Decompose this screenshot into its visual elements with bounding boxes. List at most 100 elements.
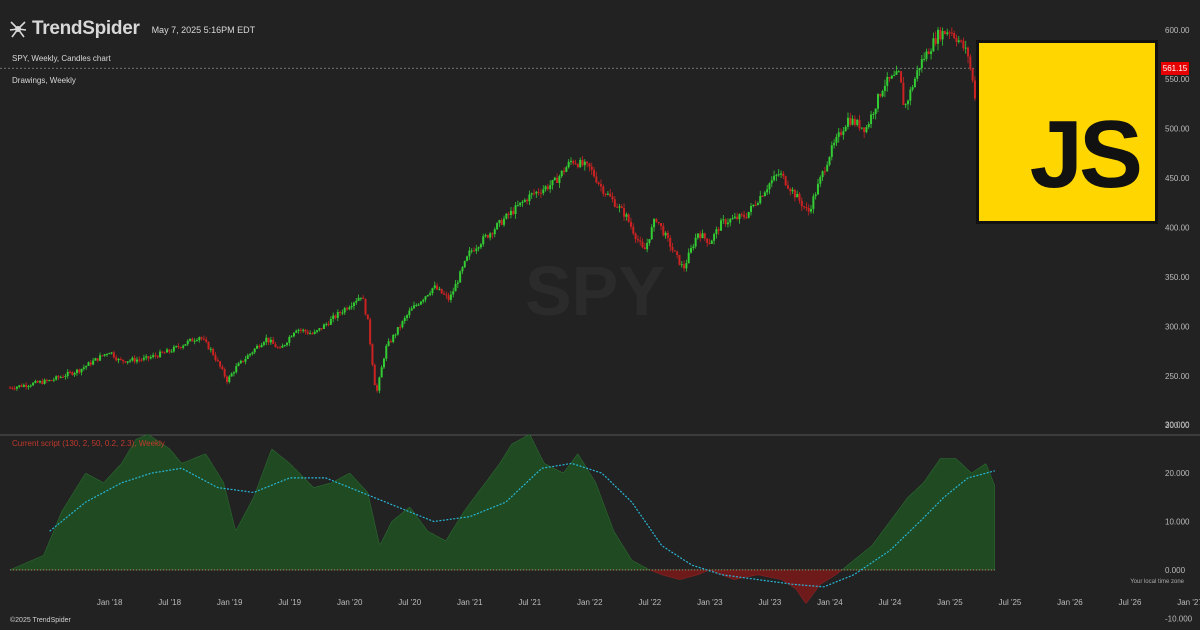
candle	[911, 87, 914, 90]
candle	[692, 246, 695, 249]
candle	[740, 214, 743, 216]
candle	[279, 347, 282, 349]
candle	[800, 200, 803, 207]
candle	[334, 315, 337, 318]
candle	[265, 337, 268, 343]
candle	[934, 38, 937, 44]
candle	[576, 164, 579, 168]
candle	[537, 191, 540, 193]
time-tick-label: Jan '26	[1057, 598, 1083, 607]
time-tick-label: Jul '21	[518, 598, 541, 607]
candle	[101, 355, 104, 357]
chart-datetime: May 7, 2025 5:16PM EDT	[151, 25, 256, 35]
candle	[316, 330, 319, 332]
oscillator-tick-label: 10.000	[1165, 518, 1190, 527]
drawings-label[interactable]: Drawings, Weekly	[12, 76, 76, 85]
candle	[699, 233, 702, 239]
candle	[863, 127, 866, 133]
price-tick-label: 300.00	[1165, 322, 1190, 331]
candle	[616, 206, 619, 208]
candle	[283, 344, 286, 346]
candle	[50, 380, 53, 382]
candle	[798, 193, 801, 201]
candle	[376, 385, 379, 391]
oscillator-label[interactable]: Current script (130, 2, 50, 0.2, 2.3), W…	[12, 439, 165, 448]
chart-title[interactable]: SPY, Weekly, Candles chart	[12, 54, 111, 63]
time-tick-label: Jan '23	[697, 598, 723, 607]
candle	[826, 164, 829, 172]
candle	[572, 160, 575, 164]
candle	[953, 33, 956, 38]
brand-logo: TrendSpider May 7, 2025 5:16PM EDT	[8, 18, 255, 40]
candle	[96, 358, 99, 361]
candle	[438, 288, 441, 290]
candle	[124, 361, 127, 363]
candle	[66, 371, 69, 377]
candle	[586, 161, 589, 164]
candle	[489, 233, 492, 238]
candle	[292, 332, 295, 337]
candle	[103, 354, 106, 356]
candle	[729, 219, 732, 223]
time-tick-label: Jan '25	[937, 598, 963, 607]
candle	[94, 358, 97, 361]
candle	[683, 264, 686, 269]
candle	[92, 360, 95, 365]
candle	[747, 211, 750, 218]
candle	[807, 207, 810, 212]
time-tick-label: Jan '21	[457, 598, 483, 607]
candle	[13, 388, 16, 390]
candle	[216, 359, 219, 362]
candle	[761, 195, 764, 197]
candle	[593, 169, 596, 177]
candle	[463, 260, 466, 268]
candle	[477, 247, 480, 249]
candle	[662, 226, 665, 236]
candle	[184, 344, 187, 346]
time-tick-label: Jan '24	[817, 598, 843, 607]
candle	[671, 247, 674, 251]
candle	[780, 173, 783, 175]
candle	[680, 264, 683, 266]
candle	[967, 47, 970, 57]
oscillator-tick-label: 20.000	[1165, 469, 1190, 478]
candle	[163, 352, 166, 354]
candle	[881, 90, 884, 97]
candle	[745, 217, 748, 219]
candle	[170, 351, 173, 353]
candle	[759, 195, 762, 204]
candle	[733, 216, 736, 219]
candle	[950, 32, 953, 34]
candle	[713, 234, 716, 241]
candle	[964, 47, 967, 49]
candle	[440, 288, 443, 294]
price-tick-label: 600.00	[1165, 26, 1190, 35]
candle	[810, 208, 813, 212]
candle	[48, 380, 51, 382]
candle	[581, 159, 584, 166]
candle	[775, 174, 778, 176]
price-tick-label: 200.00	[1165, 421, 1190, 430]
candle	[82, 367, 85, 369]
time-tick-label: Jul '22	[638, 598, 661, 607]
candle	[696, 233, 699, 238]
candle	[930, 51, 933, 55]
candle	[493, 229, 496, 235]
candle	[362, 297, 365, 300]
candle	[99, 355, 102, 361]
candle	[828, 156, 831, 165]
candle	[583, 161, 586, 166]
candle	[325, 323, 328, 325]
candle	[389, 341, 392, 343]
candle	[941, 31, 944, 40]
candle	[225, 376, 228, 382]
candle	[424, 296, 427, 300]
candle	[336, 311, 339, 318]
time-tick-label: Jul '26	[1119, 598, 1142, 607]
candle	[154, 355, 157, 357]
candle	[142, 357, 145, 360]
candle	[625, 214, 628, 217]
candle	[387, 341, 390, 346]
candle	[332, 315, 335, 319]
candle	[604, 193, 607, 195]
